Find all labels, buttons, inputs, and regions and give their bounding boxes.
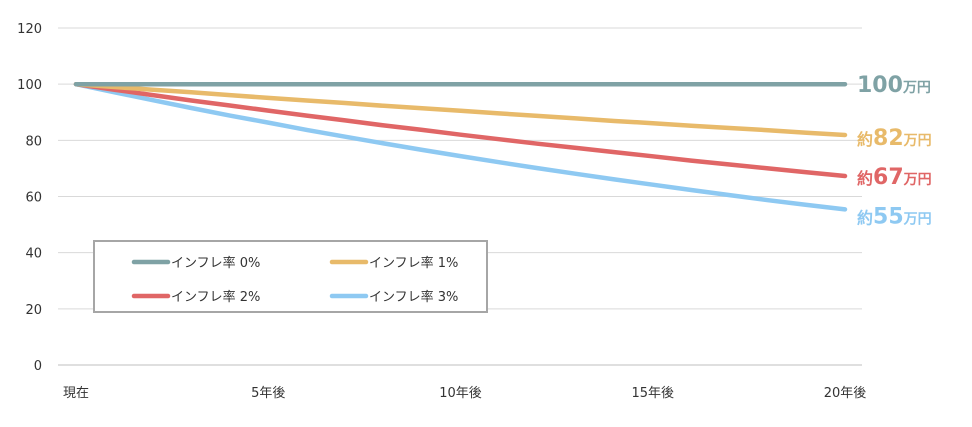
y-tick-label: 100: [17, 78, 42, 93]
end-value-label: 約55万円: [857, 204, 932, 229]
series-line: [73, 81, 848, 179]
end-value-label: 約67万円: [857, 165, 932, 190]
x-tick-label: 10年後: [439, 386, 482, 401]
y-axis-tick-labels: 0 20 40 60 80 100 120: [17, 22, 42, 374]
y-tick-label: 0: [34, 359, 42, 374]
legend-label: インフレ率 3%: [369, 289, 458, 305]
x-tick-label: 20年後: [824, 386, 867, 401]
y-tick-label: 60: [25, 191, 42, 206]
end-value-label: 100万円: [857, 73, 931, 98]
x-tick-label: 5年後: [251, 386, 285, 401]
y-tick-label: 40: [25, 247, 42, 262]
series-line: [73, 81, 848, 212]
legend-box: [93, 240, 488, 313]
series-lines: [73, 81, 848, 212]
legend-label: インフレ率 0%: [171, 255, 260, 271]
y-tick-label: 120: [17, 22, 42, 37]
legend-label: インフレ率 2%: [171, 289, 260, 305]
x-tick-label: 15年後: [631, 386, 674, 401]
series-line: [73, 81, 848, 138]
x-axis-tick-labels: 現在 5年後 10年後 15年後 20年後: [63, 386, 866, 401]
end-value-label: 約82万円: [857, 126, 932, 151]
y-tick-label: 20: [25, 303, 42, 318]
legend: インフレ率 0% インフレ率 1% インフレ率 2% インフレ率 3%: [93, 240, 488, 313]
x-tick-label: 現在: [63, 386, 89, 401]
legend-label: インフレ率 1%: [369, 255, 458, 271]
y-tick-label: 80: [25, 134, 42, 149]
